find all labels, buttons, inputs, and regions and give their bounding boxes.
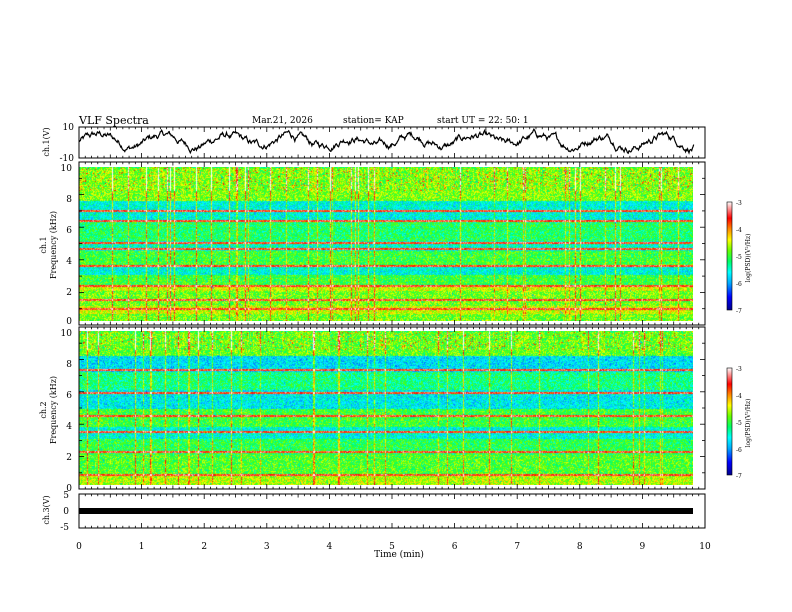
ch2-spectrogram-panel: 0 2 4 6 8 10 ch.2 Frequency (kHz) -3 -4 … [39, 326, 752, 494]
ch3-trace-line [79, 508, 693, 514]
ch1-colorbar-tick-m6: -6 [736, 281, 742, 288]
ch2-freq-tick-4: 4 [66, 422, 72, 432]
x-tick-label-7: 7 [514, 542, 520, 552]
ch2-colorbar [726, 367, 733, 476]
ch1-colorbar-tick-m5: -5 [736, 254, 742, 261]
ch1-freq-tick-0: 0 [66, 317, 72, 327]
ch1-freq-tick-2: 2 [66, 288, 72, 298]
ch2-spectrogram-ylabel: ch.2 [39, 401, 48, 418]
x-axis-label: Time (min) [374, 549, 424, 560]
x-tick-label-3: 3 [264, 542, 270, 552]
ch1-spectrogram-panel: 0 2 4 6 8 10 ch.1 Frequency (kHz) -3 -4 … [39, 161, 752, 327]
x-tick-label-9: 9 [640, 542, 646, 552]
ch2-colorbar-tick-m7: -7 [736, 473, 742, 480]
ch2-freq-tick-10: 10 [61, 329, 73, 339]
ch2-freq-tick-8: 8 [66, 360, 72, 370]
x-tick-label-4: 4 [327, 542, 333, 552]
ch2-colorbar-tick-m6: -6 [736, 447, 742, 454]
ch1-colorbar [726, 201, 733, 311]
ch1-freq-tick-8: 8 [66, 195, 72, 205]
ch2-colorbar-tick-m3: -3 [736, 366, 742, 373]
x-tick-label-6: 6 [452, 542, 458, 552]
ch3-ytick-m5: -5 [60, 523, 69, 533]
axis-ticks [78, 127, 706, 528]
ch1-waveform-line [78, 128, 695, 155]
ch2-frequency-ylabel: Frequency (kHz) [49, 376, 58, 444]
ch2-freq-tick-2: 2 [66, 453, 72, 463]
ch1-spectrogram-image [79, 167, 693, 321]
ch1-freq-tick-6: 6 [66, 226, 72, 236]
ch2-colorbar-tick-m5: -5 [736, 420, 742, 427]
start-time-label: start UT = 22: 50: 1 [437, 116, 529, 126]
x-axis-tick-labels: 0 1 2 3 4 5 6 7 8 9 10 [76, 542, 711, 552]
date-label: Mar.21, 2026 [252, 116, 313, 126]
station-label: station= KAP [343, 116, 404, 126]
ch1-waveform-ylabel: ch.1(V) [42, 127, 51, 156]
ch1-ytick-bottom: -10 [60, 154, 75, 164]
ch2-spectrogram-image [79, 331, 693, 485]
ch1-colorbar-tick-m7: -7 [736, 308, 742, 315]
ch2-colorbar-label: log(PSD)(V²/Hz) [745, 399, 752, 448]
ch1-frequency-ylabel: Frequency (kHz) [49, 211, 58, 279]
ch1-colorbar-label: log(PSD)(V²/Hz) [745, 234, 752, 283]
ch1-spectrogram-ylabel: ch.1 [39, 236, 48, 253]
x-tick-label-10: 10 [699, 542, 711, 552]
x-tick-label-0: 0 [76, 542, 82, 552]
ch1-colorbar-tick-m4: -4 [736, 227, 742, 234]
ch2-freq-tick-6: 6 [66, 391, 72, 401]
ch1-waveform-panel: 10 -10 ch.1(V) [42, 123, 706, 164]
ch3-ytick-5: 5 [63, 491, 69, 501]
ch3-ylabel: ch.3(V) [42, 495, 51, 524]
x-tick-label-1: 1 [139, 542, 145, 552]
ch1-ytick-top: 10 [63, 123, 75, 133]
x-tick-label-2: 2 [201, 542, 207, 552]
ch1-colorbar-tick-m3: -3 [736, 200, 742, 207]
ch2-freq-tick-0: 0 [66, 484, 72, 494]
ch1-freq-tick-10: 10 [61, 164, 73, 174]
ch3-ytick-0: 0 [63, 507, 69, 517]
x-tick-label-5: 5 [389, 542, 395, 552]
ch1-freq-tick-4: 4 [66, 257, 72, 267]
x-tick-label-8: 8 [577, 542, 583, 552]
figure-title: VLF Spectra [78, 114, 149, 127]
ch2-colorbar-tick-m4: -4 [736, 393, 742, 400]
